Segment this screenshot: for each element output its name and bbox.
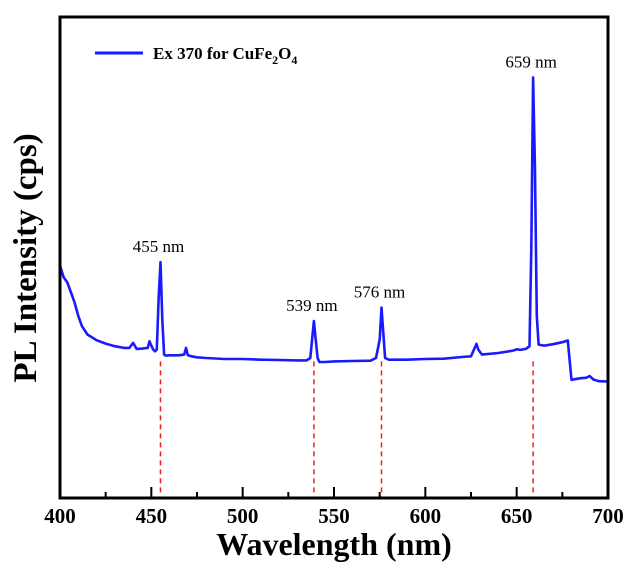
legend: Ex 370 for CuFe2O4 [95,44,297,67]
peak-marker-lines [159,361,534,498]
x-tick-label: 400 [44,504,76,528]
x-tick-label: 550 [318,504,350,528]
plot-frame [58,15,610,500]
peak-label: 539 nm [286,296,337,315]
x-tick-label: 650 [501,504,533,528]
x-tick-label: 600 [410,504,442,528]
peak-labels: 455 nm 539 nm 576 nm 659 nm [133,52,557,315]
legend-label: Ex 370 for CuFe2O4 [153,44,297,67]
x-axis-title: Wavelength (nm) [216,526,452,562]
peak-label: 576 nm [354,283,405,302]
x-tick-label: 500 [227,504,259,528]
x-axis-ticks [59,487,609,498]
x-tick-label: 450 [136,504,168,528]
peak-label: 659 nm [505,52,556,71]
x-axis-tick-labels: 400 450 500 550 600 650 700 [44,504,624,528]
peak-label: 455 nm [133,237,184,256]
y-axis-title: PL Intensity (cps) [8,133,44,382]
spectrum-line [58,76,609,383]
x-tick-label: 700 [592,504,624,528]
